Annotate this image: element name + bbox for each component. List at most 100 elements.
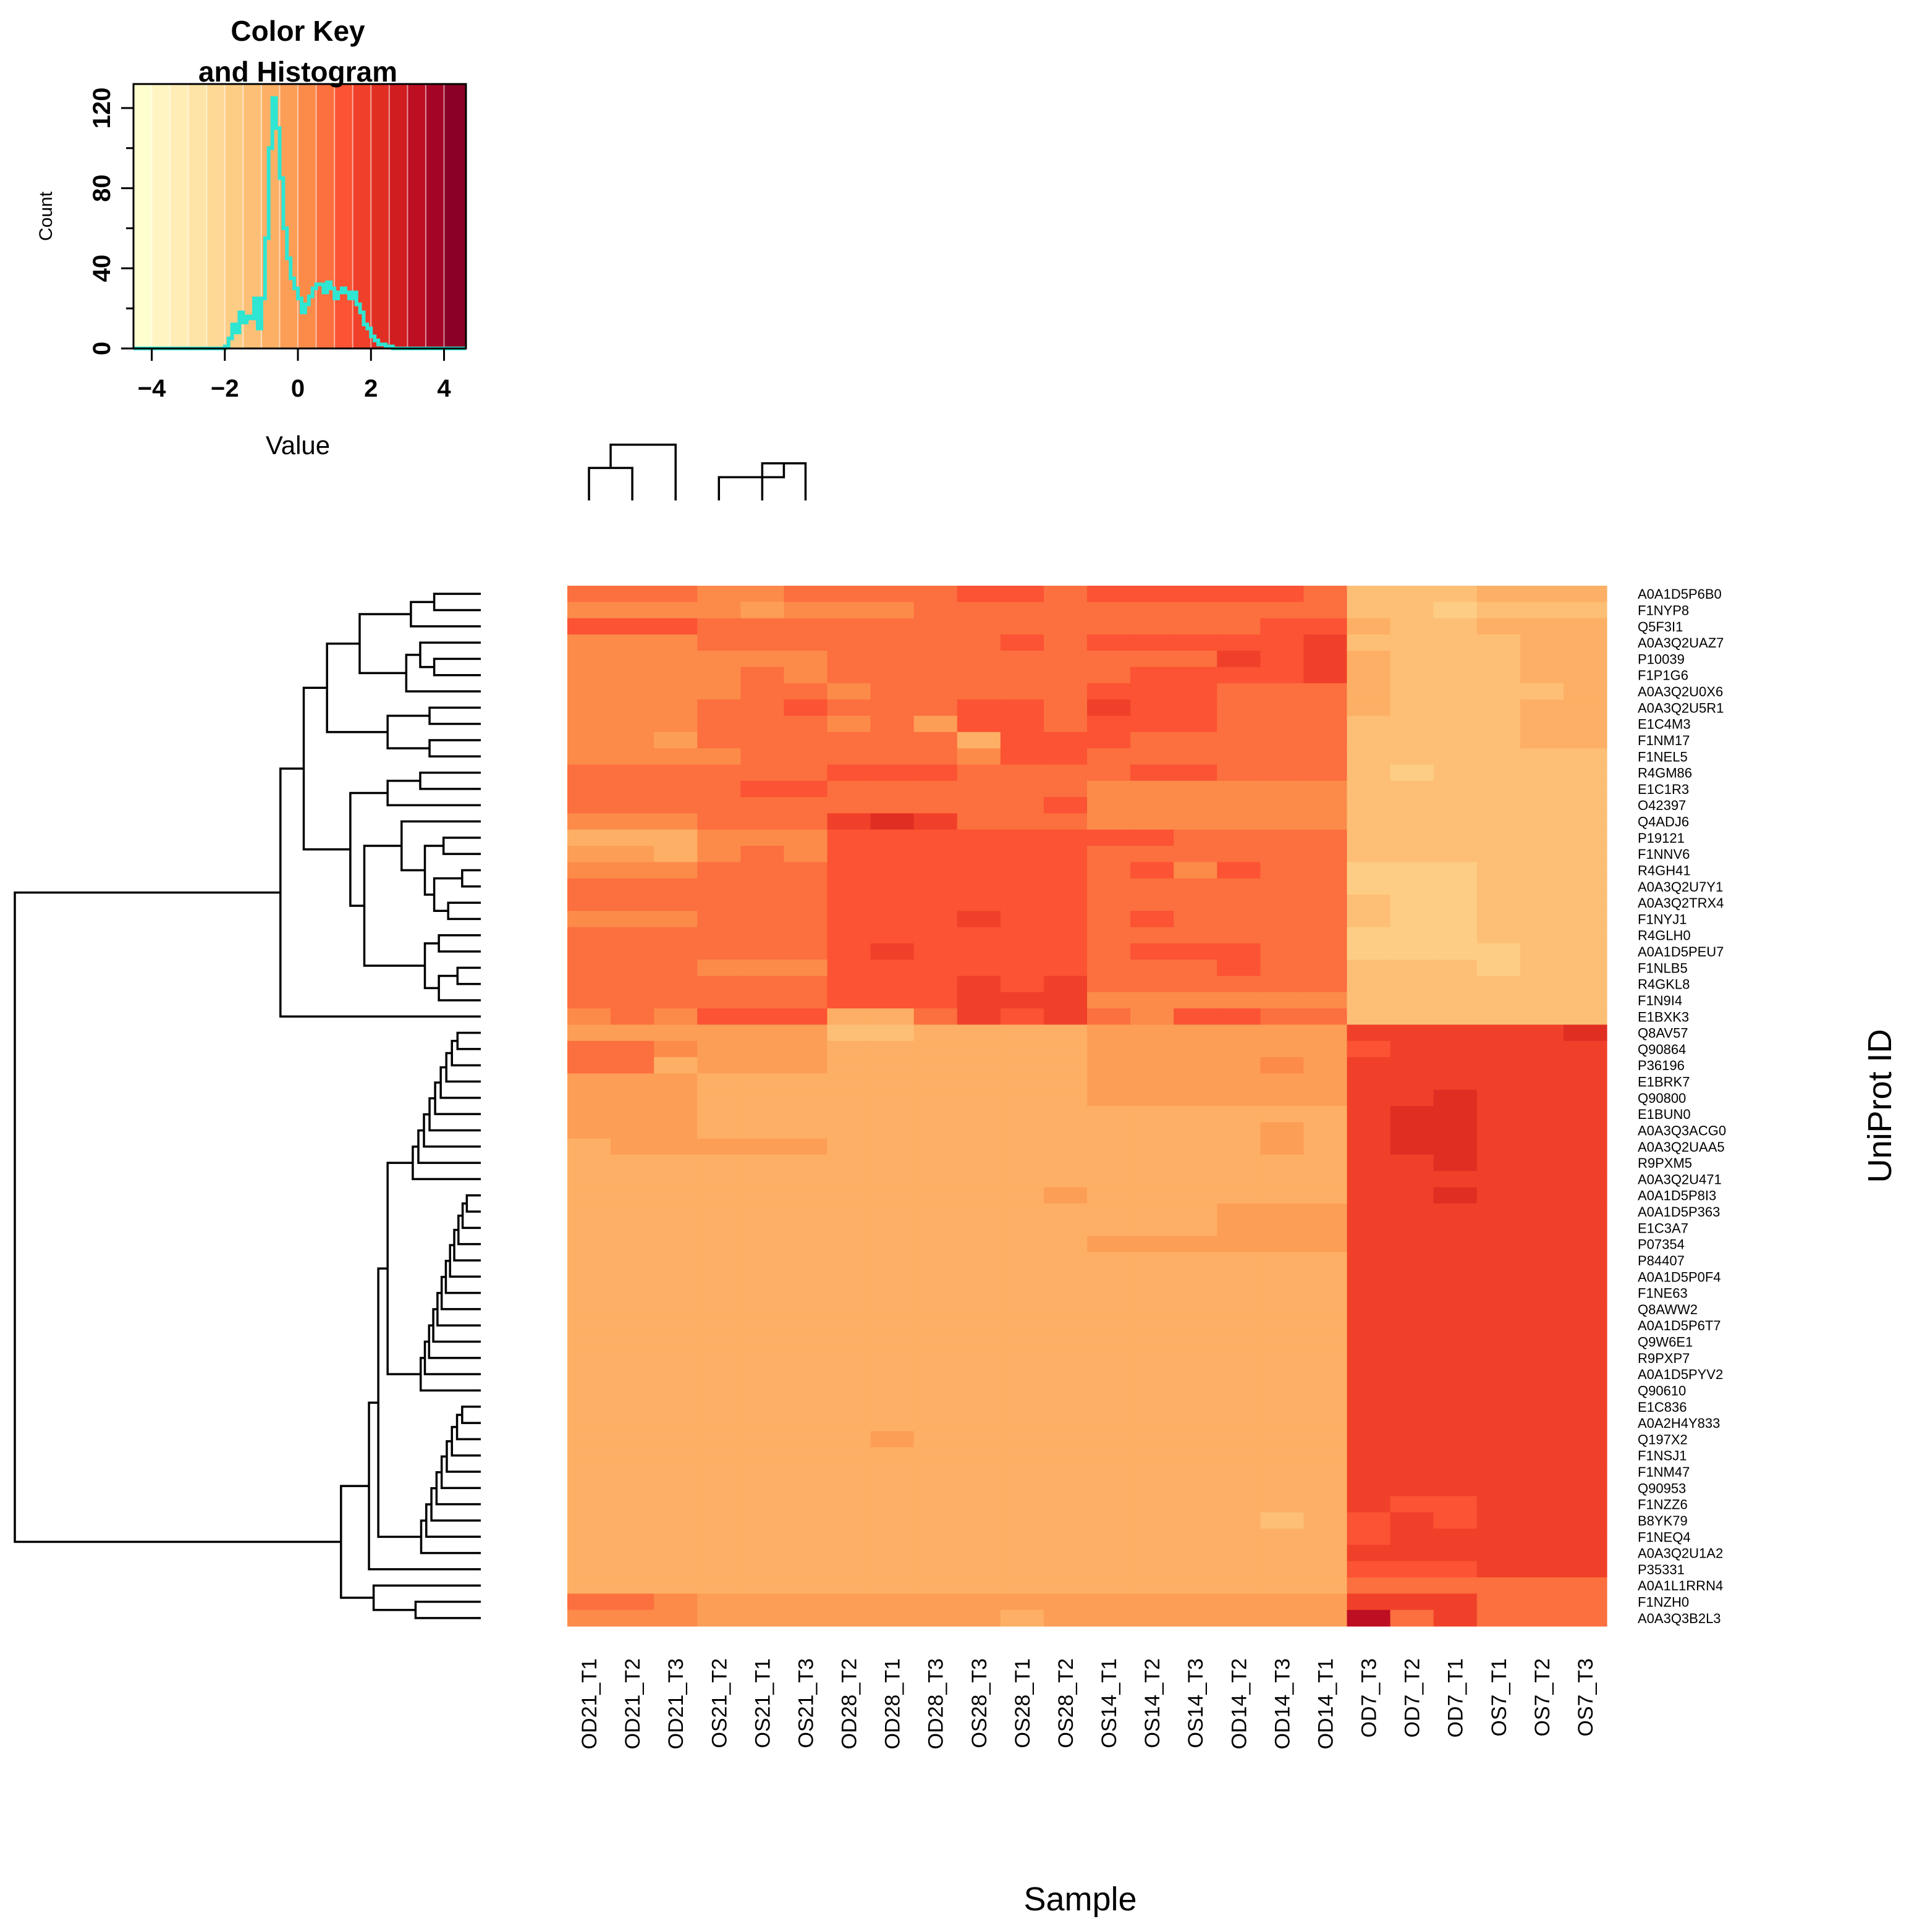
heatmap-cell: [1347, 1447, 1391, 1464]
heatmap-cell: [870, 1414, 915, 1432]
heatmap-cell: [1520, 1073, 1564, 1090]
heatmap-cell: [1347, 862, 1391, 879]
heatmap-cell: [1347, 618, 1391, 635]
heatmap-cell: [1303, 1301, 1348, 1318]
heatmap-cell: [913, 894, 958, 911]
heatmap-cell: [1000, 1089, 1044, 1107]
heatmap-cell: [1130, 1008, 1174, 1026]
heatmap-cell: [567, 1496, 611, 1513]
heatmap-cell: [1390, 748, 1434, 766]
column-label: OD21_T1: [578, 1658, 601, 1749]
heatmap-cell: [1217, 683, 1261, 700]
heatmap-cell: [1520, 1480, 1564, 1497]
heatmap-cell: [740, 651, 785, 668]
heatmap-cell: [697, 829, 741, 846]
heatmap-cell: [827, 1268, 871, 1286]
heatmap-cell: [567, 748, 611, 766]
heatmap-cell: [827, 1529, 871, 1546]
heatmap-cell: [697, 1545, 741, 1562]
heatmap-cell: [1043, 1545, 1088, 1562]
column-dendrogram: [588, 444, 807, 500]
heatmap-cell: [1347, 960, 1391, 977]
heatmap-cell: [1563, 976, 1607, 993]
heatmap-cell: [870, 1609, 915, 1627]
heatmap-cell: [1217, 1187, 1261, 1204]
heatmap-cell: [870, 699, 915, 717]
heatmap-cell: [1043, 1106, 1088, 1123]
heatmap-cell: [1043, 1480, 1088, 1497]
heatmap-cell: [1476, 1089, 1521, 1107]
heatmap-cell: [740, 1008, 785, 1026]
heatmap-cell: [611, 878, 654, 895]
heatmap-cell: [913, 651, 958, 668]
heatmap-cell: [1347, 1187, 1391, 1204]
heatmap-cell: [1520, 1008, 1564, 1026]
heatmap-cell: [1390, 1333, 1434, 1351]
color-key-x-label: Value: [266, 431, 330, 460]
heatmap-cell: [1000, 1284, 1044, 1302]
heatmap-cell: [1217, 1382, 1261, 1399]
heatmap-cell: [1390, 764, 1434, 782]
heatmap-cell: [697, 1463, 741, 1480]
heatmap-cell: [1347, 748, 1391, 766]
heatmap-cell: [1476, 1366, 1521, 1383]
heatmap-cell: [1217, 1561, 1261, 1578]
heatmap-cell: [1347, 634, 1391, 651]
heatmap-cell: [654, 1431, 698, 1448]
heatmap-cell: [913, 1203, 958, 1220]
heatmap-cell: [1000, 911, 1044, 928]
heatmap-cell: [1476, 813, 1521, 830]
row-label: E1C3A7: [1638, 1220, 1688, 1236]
heatmap-cell: [1476, 1203, 1521, 1220]
heatmap-cell: [1043, 1154, 1088, 1171]
heatmap-cell: [870, 1317, 915, 1334]
heatmap-cell: [654, 1024, 698, 1042]
heatmap-cell: [1476, 1106, 1521, 1123]
heatmap-cell: [697, 960, 741, 977]
heatmap-cell: [784, 715, 828, 733]
heatmap-cell: [740, 1480, 785, 1497]
heatmap-cell: [784, 1447, 828, 1464]
heatmap-cell: [697, 683, 741, 700]
heatmap-cell: [1433, 1057, 1478, 1074]
heatmap-cell: [1303, 1366, 1348, 1383]
heatmap-cell: [1303, 699, 1348, 717]
heatmap-cell: [697, 1154, 741, 1171]
heatmap-cell: [1130, 667, 1174, 684]
heatmap-cell: [1390, 1480, 1434, 1497]
heatmap-cell: [1217, 1203, 1261, 1220]
heatmap-cell: [784, 943, 828, 960]
heatmap-cell: [1347, 667, 1391, 684]
heatmap-cell: [1476, 1187, 1521, 1204]
heatmap-cell: [1087, 764, 1131, 782]
heatmap-cell: [1087, 1171, 1131, 1188]
heatmap-cell: [1174, 943, 1217, 960]
heatmap-cell: [1174, 1073, 1217, 1090]
heatmap-cell: [1000, 1171, 1044, 1188]
heatmap-cell: [1217, 1577, 1261, 1594]
heatmap-cell: [1347, 1431, 1391, 1448]
heatmap-cell: [567, 1057, 611, 1074]
heatmap-cell: [1000, 1545, 1044, 1562]
heatmap-cell: [870, 992, 915, 1009]
heatmap-cell: [697, 1382, 741, 1399]
heatmap-cell: [827, 1024, 871, 1042]
heatmap-cell: [913, 1284, 958, 1302]
heatmap-cell: [697, 1268, 741, 1286]
heatmap-cell: [1260, 715, 1305, 733]
heatmap-cell: [1130, 1414, 1174, 1432]
heatmap-cell: [1563, 911, 1607, 928]
heatmap-cell: [1563, 1447, 1607, 1464]
heatmap-cell: [827, 1106, 871, 1123]
heatmap-cell: [740, 1122, 785, 1139]
heatmap-cell: [827, 1301, 871, 1318]
heatmap-cell: [1217, 829, 1261, 846]
heatmap-cell: [1130, 715, 1174, 733]
heatmap-cell: [1043, 1349, 1088, 1367]
heatmap-cell: [1174, 829, 1217, 846]
heatmap-cell: [654, 667, 698, 684]
heatmap-cell: [1130, 1593, 1174, 1611]
heatmap-cell: [870, 1349, 915, 1367]
heatmap-cell: [1303, 651, 1348, 668]
x-axis-title: Sample: [1023, 1881, 1137, 1918]
